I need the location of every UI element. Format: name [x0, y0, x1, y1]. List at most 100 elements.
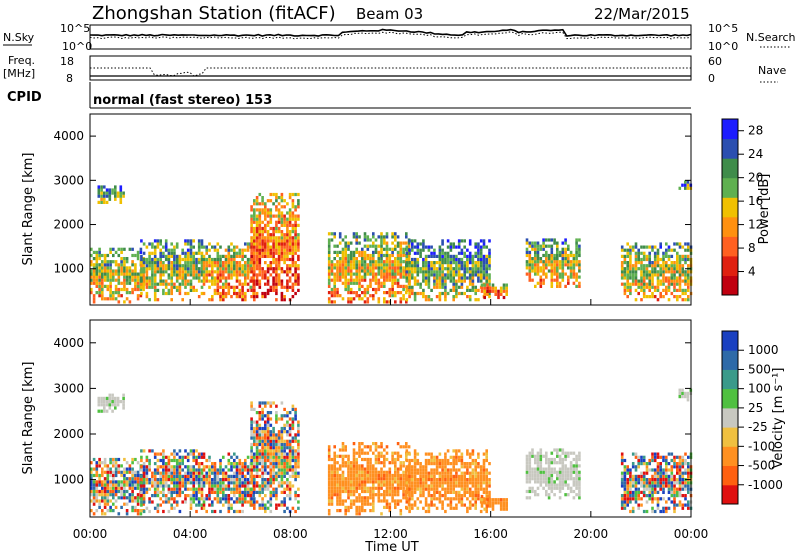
- echo-cell-1-4: [250, 420, 253, 424]
- echo-cell-0-6: [466, 254, 469, 258]
- echo-cell-0-4: [280, 291, 284, 296]
- echo-cell-1-3: [235, 455, 239, 459]
- echo-cell-1-5: [327, 451, 331, 455]
- echo-cell-0-0: [95, 257, 99, 261]
- echo-cell-1-3: [249, 490, 253, 494]
- echo-cell-1-6: [460, 452, 464, 456]
- echo-cell-1-0: [112, 493, 115, 497]
- echo-cell-1-5: [388, 461, 392, 465]
- echo-cell-1-2: [153, 481, 157, 485]
- echo-cell-0-2: [195, 288, 198, 292]
- echo-cell-1-6: [474, 478, 477, 482]
- echo-cell-0-3: [216, 270, 220, 274]
- echo-cell-1-6: [449, 462, 453, 466]
- echo-cell-1-1: [111, 400, 114, 404]
- echo-cell-0-7: [491, 286, 495, 290]
- echo-cell-0-6: [416, 270, 420, 274]
- echo-cell-0-8: [569, 253, 573, 258]
- echo-cell-1-3: [227, 509, 231, 514]
- echo-cell-0-0: [120, 260, 123, 264]
- echo-cell-0-4: [291, 295, 295, 299]
- echo-cell-0-5: [385, 291, 389, 295]
- echo-cell-1-4: [280, 433, 284, 437]
- echo-cell-1-3: [222, 497, 225, 501]
- echo-cell-0-2: [181, 273, 184, 277]
- echo-cell-1-0: [106, 499, 110, 503]
- echo-cell-1-2: [184, 494, 187, 498]
- echo-cell-0-9: [626, 267, 629, 271]
- echo-cell-0-5: [385, 247, 389, 251]
- echo-cell-0-3: [216, 267, 220, 271]
- echo-cell-1-4: [277, 474, 281, 478]
- echo-cell-0-2: [140, 285, 143, 289]
- echo-cell-0-7: [491, 289, 495, 293]
- echo-cell-0-5: [402, 260, 405, 264]
- echo-cell-1-5: [344, 480, 347, 484]
- echo-cell-0-2: [142, 276, 146, 280]
- echo-cell-1-4: [253, 433, 256, 437]
- echo-cell-1-2: [153, 506, 157, 510]
- echo-cell-0-6: [444, 288, 447, 292]
- echo-cell-0-9: [673, 273, 676, 277]
- echo-cell-1-0: [103, 502, 107, 506]
- echo-cell-0-9: [648, 254, 651, 258]
- echo-cell-0-10: [686, 180, 690, 184]
- echo-cell-0-4: [288, 230, 292, 234]
- echo-cell-1-4: [277, 436, 281, 440]
- echo-cell-0-8: [553, 269, 556, 273]
- echo-cell-0-4: [286, 217, 289, 221]
- echo-cell-1-7: [502, 498, 506, 502]
- echo-cell-0-4: [266, 236, 270, 240]
- echo-cell-1-6: [405, 452, 409, 456]
- echo-cell-0-5: [338, 232, 342, 236]
- echo-cell-1-6: [463, 494, 466, 498]
- echo-cell-1-3: [208, 474, 211, 478]
- echo-cell-0-8: [536, 260, 540, 264]
- echo-cell-1-3: [211, 484, 214, 488]
- echo-cell-0-6: [446, 239, 450, 243]
- echo-cell-1-6: [441, 484, 444, 488]
- echo-cell-0-0: [90, 263, 93, 267]
- echo-cell-1-3: [211, 490, 214, 494]
- echo-cell-1-3: [244, 494, 247, 498]
- echo-cell-1-4: [266, 442, 270, 447]
- echo-cell-0-4: [277, 273, 281, 277]
- echo-cell-0-3: [246, 242, 250, 246]
- echo-cell-1-3: [233, 452, 236, 456]
- echo-cell-1-3: [230, 474, 233, 478]
- echo-cell-0-4: [269, 251, 273, 255]
- echo-cell-1-0: [123, 502, 126, 506]
- echo-cell-0-9: [640, 270, 643, 274]
- echo-cell-1-4: [261, 446, 264, 450]
- echo-cell-1-6: [449, 503, 453, 507]
- echo-cell-0-1: [97, 194, 101, 198]
- echo-cell-0-2: [148, 254, 151, 258]
- echo-cell-1-6: [433, 487, 436, 491]
- echo-cell-1-0: [112, 480, 115, 484]
- echo-cell-1-4: [253, 497, 256, 501]
- echo-cell-0-2: [184, 242, 187, 246]
- echo-cell-0-3: [246, 267, 250, 271]
- echo-cell-0-4: [269, 267, 273, 271]
- echo-cell-1-7: [480, 498, 484, 502]
- echo-cell-1-4: [283, 503, 286, 507]
- echo-cell-0-5: [327, 300, 331, 304]
- echo-cell-1-5: [372, 486, 375, 490]
- echo-cell-1-2: [189, 506, 193, 510]
- echo-cell-1-5: [366, 502, 370, 506]
- echo-cell-1-7: [502, 507, 506, 511]
- echo-cell-0-0: [131, 275, 134, 279]
- echo-cell-0-5: [380, 250, 383, 254]
- echo-cell-0-8: [545, 266, 548, 270]
- echo-cell-1-5: [369, 467, 372, 471]
- echo-cell-1-4: [294, 471, 297, 475]
- echo-cell-1-4: [258, 468, 262, 472]
- echo-cell-1-2: [164, 497, 168, 501]
- echo-cell-0-3: [238, 291, 242, 296]
- echo-cell-1-0: [123, 486, 126, 490]
- echo-cell-1-3: [211, 481, 214, 485]
- echo-cell-0-5: [372, 294, 375, 298]
- echo-cell-1-1: [103, 403, 106, 407]
- echo-cell-1-0: [112, 483, 115, 487]
- echo-cell-0-5: [399, 244, 403, 248]
